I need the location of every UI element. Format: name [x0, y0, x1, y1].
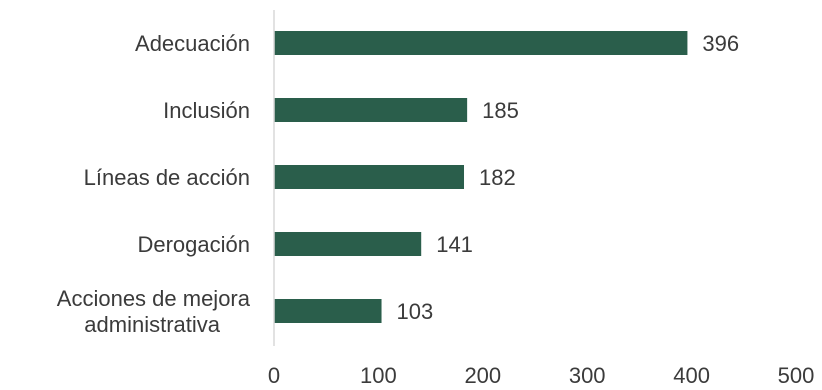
category-label-line: administrativa [84, 312, 220, 337]
category-label: Derogación [137, 232, 250, 257]
category-label: Inclusión [163, 98, 250, 123]
value-labels: 396 185 182 141 103 [397, 31, 740, 324]
category-label-line: Inclusión [163, 98, 250, 123]
category-label-line: Adecuación [135, 31, 250, 56]
category-label-line: Acciones de mejora [57, 286, 251, 311]
value-label: 103 [397, 299, 434, 324]
category-label: Adecuación [135, 31, 250, 56]
category-label: Líneas de acción [84, 165, 250, 190]
bars-group [274, 31, 688, 323]
category-label-line: Líneas de acción [84, 165, 250, 190]
x-tick-label: 200 [464, 363, 501, 388]
x-tick-label: 400 [673, 363, 710, 388]
bar [274, 31, 688, 55]
bar [274, 98, 468, 122]
x-tick-label: 500 [778, 363, 815, 388]
value-label: 141 [436, 232, 473, 257]
bar [274, 299, 382, 323]
value-label: 182 [479, 165, 516, 190]
value-label: 185 [482, 98, 519, 123]
x-tick-label: 300 [569, 363, 606, 388]
value-label: 396 [702, 31, 739, 56]
x-tick-label: 100 [360, 363, 397, 388]
category-label-line: Derogación [137, 232, 250, 257]
bar [274, 232, 422, 256]
category-label: Acciones de mejora administrativa [57, 286, 251, 337]
x-tick-label: 0 [268, 363, 280, 388]
bar [274, 165, 465, 189]
category-labels: Adecuación Inclusión Líneas de acción Derog… [57, 31, 251, 337]
x-axis-tick-labels: 0 100 200 300 400 500 [268, 363, 814, 388]
